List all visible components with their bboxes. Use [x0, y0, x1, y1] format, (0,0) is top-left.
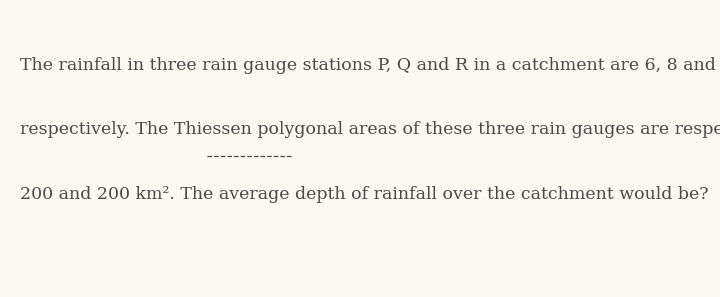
- Text: respectively. The Thiessen polygonal areas of these three rain gauges are respec: respectively. The Thiessen polygonal are…: [20, 121, 720, 138]
- Text: 200 and 200 km². The average depth of rainfall over the catchment would be?: 200 and 200 km². The average depth of ra…: [20, 186, 708, 203]
- Text: The rainfall in three rain gauge stations P, Q and R in a catchment are 6, 8 and: The rainfall in three rain gauge station…: [20, 57, 720, 74]
